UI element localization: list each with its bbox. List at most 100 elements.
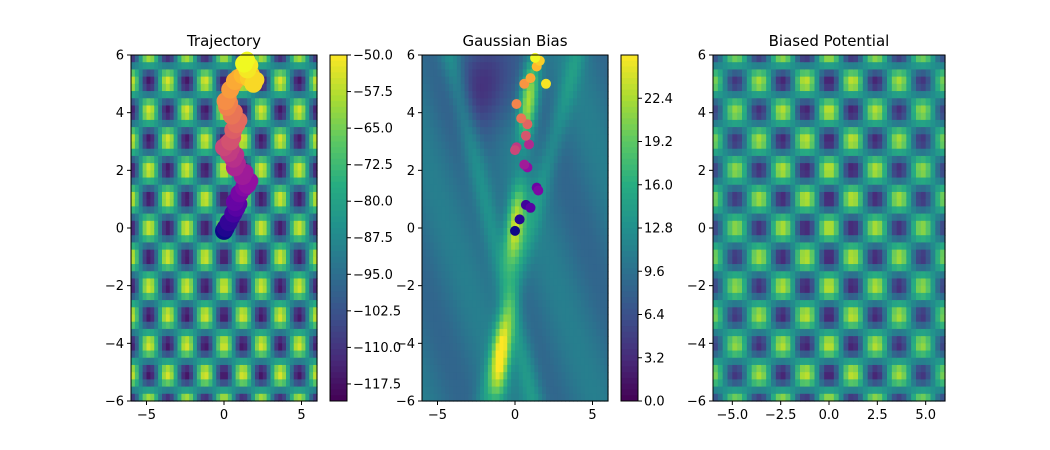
heatmap-cell — [487, 177, 493, 186]
biased-potential-heatmap — [713, 55, 946, 402]
heatmap-cell — [487, 127, 493, 135]
y-tick-label: −4 — [396, 337, 415, 352]
colorbar-segment — [621, 118, 638, 125]
heatmap-cell — [530, 177, 535, 186]
heatmap-cell — [258, 372, 264, 380]
heatmap-cell — [313, 256, 318, 265]
heatmap-cell — [453, 127, 458, 135]
heatmap-cell — [138, 271, 144, 280]
heatmap-cell — [422, 350, 427, 359]
heatmap-cell — [534, 127, 539, 135]
heatmap-cell — [173, 105, 179, 114]
heatmap-cell — [239, 220, 244, 229]
heatmap-cell — [169, 177, 175, 186]
heatmap-cell — [499, 292, 504, 301]
heatmap-cell — [212, 235, 217, 244]
heatmap-cell — [138, 300, 144, 308]
heatmap-cell — [456, 242, 462, 251]
heatmap-cell — [216, 393, 221, 402]
heatmap-cell — [530, 249, 535, 258]
heatmap-cell — [305, 278, 310, 287]
heatmap-cell — [224, 184, 229, 193]
heatmap-cell — [468, 242, 473, 251]
heatmap-cell — [445, 379, 450, 388]
heatmap-cell — [429, 191, 435, 200]
heatmap-cell — [445, 357, 450, 366]
heatmap-cell — [150, 364, 155, 373]
heatmap-cell — [713, 119, 719, 128]
heatmap-cell — [158, 314, 163, 323]
heatmap-cell — [134, 343, 140, 352]
heatmap-cell — [220, 242, 225, 251]
heatmap-cell — [596, 199, 601, 207]
heatmap-cell — [561, 307, 566, 316]
heatmap-cell — [243, 105, 248, 114]
colorbar-segment — [330, 326, 347, 333]
heatmap-cell — [456, 206, 462, 215]
heatmap-cell — [255, 199, 260, 207]
heatmap-cell — [600, 393, 605, 402]
heatmap-cell — [522, 220, 528, 229]
heatmap-cell — [491, 228, 497, 236]
heatmap-cell — [433, 119, 439, 128]
heatmap-cell — [449, 228, 454, 236]
heatmap-cell — [592, 336, 597, 344]
heatmap-cell — [297, 328, 303, 337]
heatmap-cell — [476, 148, 481, 157]
heatmap-cell — [154, 177, 159, 186]
heatmap-cell — [600, 328, 605, 337]
heatmap-cell — [286, 242, 291, 251]
heatmap-cell — [538, 292, 543, 301]
heatmap-cell — [460, 343, 466, 352]
heatmap-cell — [258, 55, 264, 63]
heatmap-cell — [169, 55, 175, 63]
heatmap-cell — [278, 163, 283, 171]
heatmap-cell — [596, 249, 601, 258]
heatmap-cell — [305, 364, 310, 373]
heatmap-cell — [717, 386, 724, 395]
heatmap-cell — [713, 350, 719, 359]
heatmap-cell — [270, 141, 275, 150]
heatmap-cell — [305, 336, 310, 344]
heatmap-cell — [289, 249, 295, 258]
heatmap-cell — [231, 264, 237, 272]
heatmap-cell — [468, 350, 473, 359]
heatmap-cell — [266, 134, 272, 143]
heatmap-cell — [173, 364, 179, 373]
heatmap-cell — [522, 328, 528, 337]
heatmap-cell — [503, 228, 508, 236]
heatmap-cell — [588, 134, 594, 143]
heatmap-cell — [569, 278, 574, 287]
heatmap-cell — [138, 379, 144, 388]
heatmap-cell — [530, 379, 535, 388]
heatmap-cell — [491, 83, 497, 92]
heatmap-cell — [150, 184, 155, 193]
heatmap-cell — [717, 141, 724, 150]
heatmap-cell — [557, 364, 563, 373]
heatmap-cell — [258, 350, 264, 359]
heatmap-cell — [534, 285, 539, 294]
heatmap-cell — [208, 83, 213, 92]
heatmap-cell — [305, 350, 310, 359]
heatmap-cell — [491, 163, 497, 171]
heatmap-cell — [169, 242, 175, 251]
heatmap-cell — [569, 328, 574, 337]
heatmap-cell — [266, 76, 272, 85]
heatmap-cell — [243, 364, 248, 373]
heatmap-cell — [445, 155, 450, 164]
heatmap-cell — [138, 220, 144, 229]
heatmap-cell — [449, 386, 454, 395]
heatmap-cell — [429, 242, 435, 251]
heatmap-cell — [235, 386, 241, 395]
heatmap-cell — [592, 249, 597, 258]
heatmap-cell — [286, 285, 291, 294]
heatmap-cell — [255, 350, 260, 359]
heatmap-cell — [216, 199, 221, 207]
heatmap-cell — [460, 350, 466, 359]
heatmap-cell — [577, 300, 582, 308]
heatmap-cell — [227, 314, 233, 323]
heatmap-cell — [286, 249, 291, 258]
colorbar-segment — [621, 199, 638, 206]
heatmap-cell — [208, 307, 213, 316]
